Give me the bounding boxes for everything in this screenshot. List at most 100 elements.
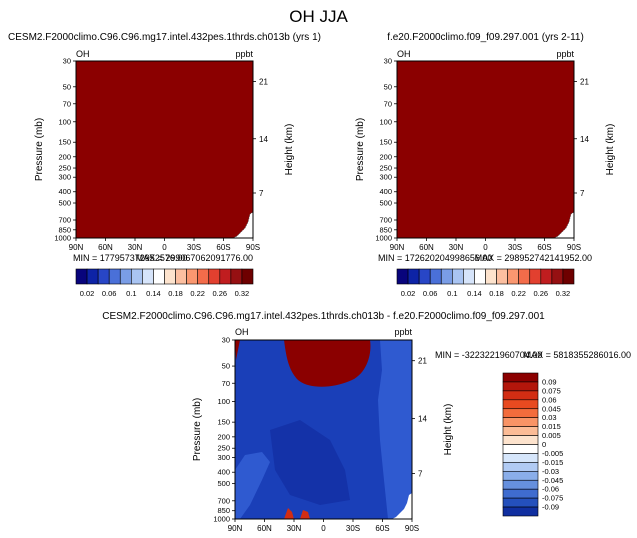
panel-a-colorbar-box <box>208 268 221 285</box>
panel-b: f.e20.F2000climo.f09_f09.297.001 (yrs 2-… <box>355 32 616 263</box>
panel-b-y-tick-label: 500 <box>379 199 392 208</box>
panel-diff-y-tick-label: 70 <box>222 379 230 388</box>
panel-a-y-tick-label: 200 <box>58 152 71 161</box>
panel-a-colorbar-box <box>131 268 143 285</box>
panel-b-colorbar-box <box>496 268 508 285</box>
panel-a-units-label: ppbt <box>235 49 253 59</box>
panel-a-max-label: MAX = 299067062091776.00 <box>136 253 253 263</box>
panel-a-ylabel: Pressure (mb) <box>34 118 45 181</box>
panel-diff-x-tick-label: 60S <box>375 524 389 533</box>
panel-a-colorbar-label: 0.14 <box>146 289 161 298</box>
panel-diff-y-tick-label: 700 <box>217 496 230 505</box>
panel-diff-colorbar-label: 0.005 <box>542 431 561 440</box>
panel-diff-colorbar-label: 0.045 <box>542 404 561 413</box>
panel-a-y-tick-label: 30 <box>63 57 71 66</box>
page-title: OH JJA <box>289 7 348 26</box>
panel-b-colorbar-label: 0.32 <box>556 289 571 298</box>
panel-diff-y2label: Height (km) <box>443 404 454 456</box>
panel-b-y-tick-label: 700 <box>379 215 392 224</box>
panel-diff-colorbar-box <box>502 453 539 463</box>
panel-b-colorbar-label: 0.26 <box>534 289 549 298</box>
panel-a-colorbar-box <box>86 268 99 285</box>
panel-b-colorbar-box <box>407 268 420 285</box>
panel-diff-colorbar-box <box>502 426 539 436</box>
panel-a-colorbar-label: 0.18 <box>168 289 183 298</box>
panel-a-colorbar-box <box>197 268 210 285</box>
panel-diff-min-label: MIN = -3223221960704.00 <box>435 350 542 360</box>
panel-b-colorbar-label: 0.14 <box>467 289 482 298</box>
panel-a-colorbar-box <box>97 268 110 285</box>
panel-a-x-tick-label: 90S <box>246 243 260 252</box>
panel-diff-contours <box>235 340 412 519</box>
diff-region-red-top-center <box>284 340 371 387</box>
panel-b-colorbar-box <box>452 268 464 285</box>
panel-b-surface-mask <box>553 211 574 238</box>
panel-diff-colorbar-box <box>502 462 539 472</box>
panel-diff-y-tick-label: 500 <box>217 479 230 488</box>
panel-a-colorbar-label: 0.22 <box>190 289 205 298</box>
panel-a-y-tick-label: 400 <box>58 187 71 196</box>
panel-a-y-tick-label: 70 <box>63 99 71 108</box>
panel-a: CESM2.F2000climo.C96.C96.mg17.intel.432p… <box>8 32 321 263</box>
panel-a-y-tick-label: 500 <box>58 199 71 208</box>
panel-a-x-tick-label: 30S <box>187 243 201 252</box>
panel-b-colorbar-box <box>551 268 564 285</box>
panel-a-colorbar-box <box>108 268 121 285</box>
panel-diff-colorbar-box <box>502 497 539 508</box>
panel-diff-colorbar-label: 0 <box>542 440 546 449</box>
panel-a-title: CESM2.F2000climo.C96.C96.mg17.intel.432p… <box>8 32 321 43</box>
diff-region-red-surface-center <box>300 510 310 519</box>
panel-diff-colorbar-label: -0.075 <box>542 494 563 503</box>
panel-diff-x-tick-label: 90S <box>405 524 419 533</box>
panel-b-colorbar-box <box>529 268 542 285</box>
panel-diff-x-tick-label: 90N <box>228 524 243 533</box>
panel-b-colorbar-label: 0.1 <box>447 289 457 298</box>
panel-a-colorbar-box <box>75 268 88 285</box>
panel-diff-y-tick-label: 150 <box>217 418 230 427</box>
panel-b-max-label: MAX = 298952742141952.00 <box>475 253 592 263</box>
panel-diff-y-tick-label: 250 <box>217 444 230 453</box>
panel-diff-x-tick-label: 0 <box>321 524 326 533</box>
panel-a-y-tick-label: 1000 <box>54 234 71 243</box>
panel-b-colorbar-box <box>429 268 442 285</box>
panel-b-y-tick-label: 400 <box>379 187 392 196</box>
panel-b-colorbar-box <box>518 268 531 285</box>
panel-b-y2-tick-label: 7 <box>580 189 585 198</box>
diff-region-lighter-blue-lower-left <box>235 452 270 519</box>
diff-region-red-top-left <box>235 340 240 360</box>
panel-b-field-label: OH <box>397 49 411 59</box>
panel-b-y2label: Height (km) <box>605 124 616 176</box>
panel-diff-colorbar-box <box>502 372 539 383</box>
panel-diff-x-tick-label: 60N <box>257 524 272 533</box>
panel-diff-y-tick-label: 850 <box>217 506 230 515</box>
panel-b-x-tick-label: 90N <box>390 243 405 252</box>
panel-diff-y-tick-label: 300 <box>217 453 230 462</box>
panel-a-colorbar-box <box>153 268 165 285</box>
panel-a-colorbar-box <box>230 268 243 285</box>
panel-b-x-tick-label: 60S <box>537 243 551 252</box>
panel-diff-colorbar-label: 0.03 <box>542 413 557 422</box>
panel-b-colorbar-label: 0.02 <box>401 289 416 298</box>
panel-diff-y-tick-label: 30 <box>222 336 230 345</box>
panel-a-colorbar-box <box>175 268 187 285</box>
panel-b-colorbar-box <box>463 268 475 285</box>
panel-diff-x-tick-label: 30N <box>287 524 302 533</box>
panel-a-field-label: OH <box>76 49 90 59</box>
panel-a-y-tick-label: 250 <box>58 164 71 173</box>
panel-b-y2-tick-label: 21 <box>580 77 589 86</box>
panel-diff-colorbar-label: -0.015 <box>542 458 563 467</box>
panel-b-colorbar-label: 0.22 <box>511 289 526 298</box>
panel-a-colorbar-box <box>241 268 254 285</box>
panel-a-y-tick-label: 150 <box>58 138 71 147</box>
panel-diff-y-tick-label: 400 <box>217 468 230 477</box>
panel-b-y-tick-label: 150 <box>379 138 392 147</box>
panel-b-units-label: ppbt <box>556 49 574 59</box>
panel-a-colorbar-box <box>186 268 198 285</box>
panel-diff-max-label: MAX = 5818355286016.00 <box>524 350 631 360</box>
panel-b-x-tick-label: 0 <box>483 243 488 252</box>
panel-diff-colorbar-label: -0.06 <box>542 485 559 494</box>
panel-diff-colorbar-box <box>502 399 539 410</box>
panel-diff-colorbar-label: -0.045 <box>542 476 563 485</box>
panel-a-y-tick-label: 50 <box>63 82 71 91</box>
panel-b-y2-tick-label: 14 <box>580 135 589 144</box>
